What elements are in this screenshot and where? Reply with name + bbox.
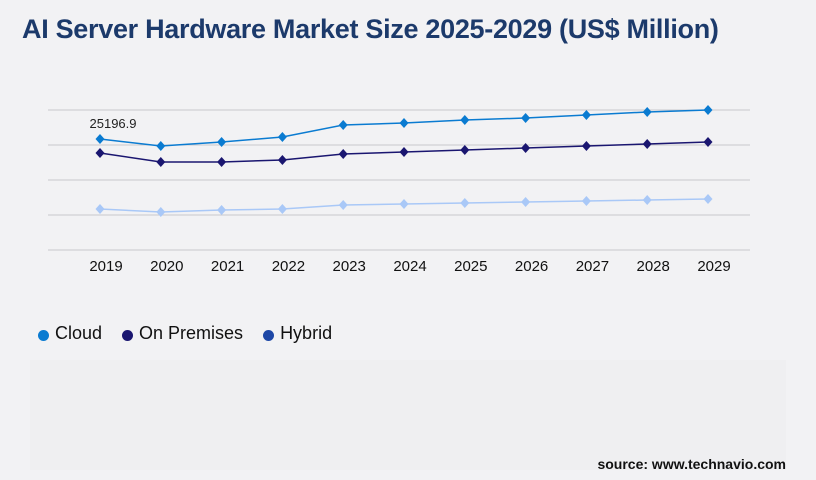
legend-label: Cloud [55,323,103,343]
legend-marker-on-premises [122,329,134,341]
data-point-marker [642,107,652,117]
legend-label: Hybrid [280,323,333,343]
data-point-marker [156,207,166,217]
legend-item-on-premises[interactable]: On Premises [122,323,243,344]
data-point-marker [521,113,531,123]
legend-marker-hybrid [263,329,275,341]
data-point-marker [95,204,105,214]
data-point-marker [581,141,591,151]
data-point-marker [338,120,348,130]
source-text: source: www.technavio.com [597,456,786,472]
legend-panel-background [30,360,786,470]
legend-item-hybrid[interactable]: Hybrid [263,323,332,344]
x-tick-label: 2019 [89,258,122,275]
data-point-marker [642,139,652,149]
data-point-marker [399,147,409,157]
data-point-marker [399,199,409,209]
data-point-marker [581,110,591,120]
x-tick-label: 2021 [211,258,244,275]
data-point-marker [460,115,470,125]
data-point-marker [217,137,227,147]
x-tick-label: 2022 [272,258,305,275]
data-point-marker [338,149,348,159]
x-tick-label: 2027 [576,258,609,275]
x-tick-label: 2025 [454,258,487,275]
data-point-marker [338,200,348,210]
data-point-marker [95,134,105,145]
x-tick-label: 2020 [150,258,183,275]
legend-marker-cloud [38,329,49,341]
data-point-marker [277,155,287,165]
data-point-marker [521,197,531,207]
x-tick-label: 2029 [697,258,730,275]
legend-item-cloud[interactable]: Cloud [38,323,102,344]
data-point-marker [277,132,287,142]
data-point-marker [581,196,591,206]
legend: Cloud On Premises Hybrid [38,323,332,344]
data-point-marker [156,141,166,151]
x-tick-label: 2026 [515,258,548,275]
data-point-marker [703,194,713,204]
data-point-marker [642,195,652,205]
data-point-marker [521,143,531,153]
data-point-marker [95,148,105,158]
data-point-marker [217,205,227,215]
chart-title: AI Server Hardware Market Size 2025-2029… [22,14,719,44]
data-point-marker [399,118,409,128]
legend-label: On Premises [139,323,244,343]
data-point-marker [703,105,713,115]
data-point-marker [460,145,470,155]
x-tick-label: 2028 [637,258,670,275]
data-point-marker [156,157,166,167]
data-point-marker [217,157,227,167]
x-tick-label: 2023 [333,258,366,275]
data-point-marker [703,137,713,147]
data-label: 25196.9 [90,116,137,131]
data-point-marker [460,198,470,208]
x-tick-label: 2024 [393,258,426,275]
data-point-marker [277,204,287,214]
